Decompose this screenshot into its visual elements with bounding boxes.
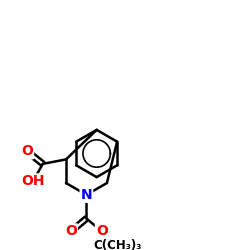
Text: C(CH₃)₃: C(CH₃)₃ [94, 239, 142, 250]
Text: O: O [21, 144, 33, 158]
Text: O: O [96, 224, 108, 238]
Text: O: O [65, 224, 77, 238]
Text: OH: OH [21, 174, 45, 188]
Text: N: N [80, 188, 92, 202]
